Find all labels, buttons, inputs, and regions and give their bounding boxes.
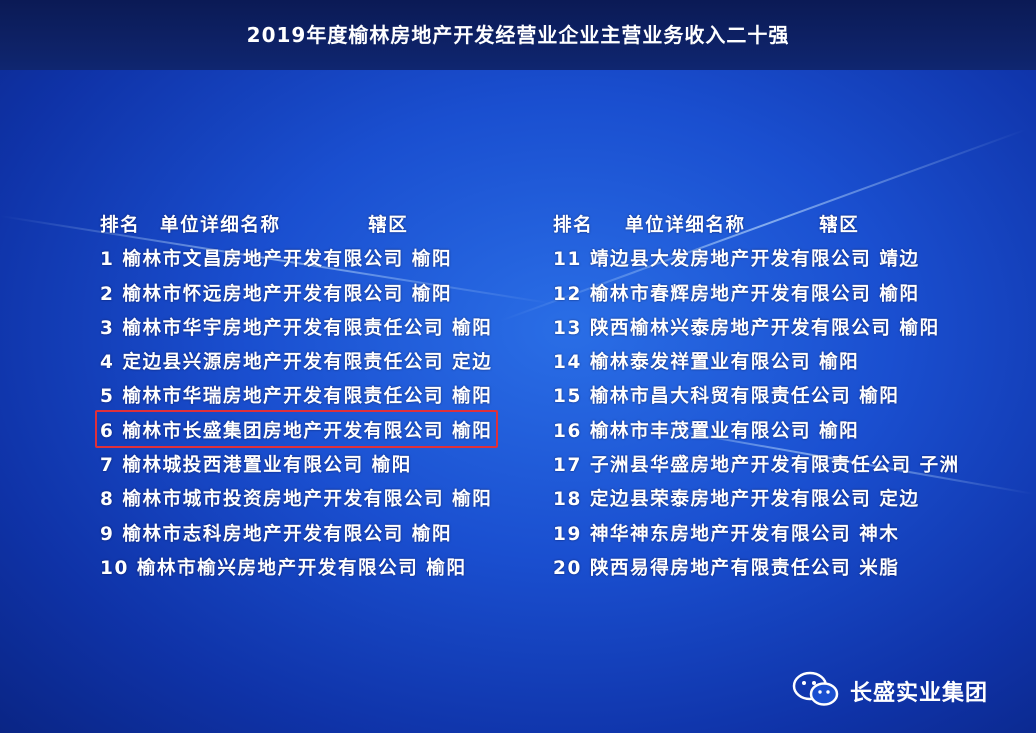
header-district: 辖区 [368, 215, 409, 236]
rank-number: 4 [100, 352, 115, 374]
district: 榆阳 [819, 352, 860, 374]
ranking-row: 18 定边县荣泰房地产开发有限公司 定边 [553, 486, 960, 520]
ranking-row: 13 陕西榆林兴泰房地产开发有限公司 榆阳 [553, 315, 960, 349]
company-name: 榆林市华宇房地产开发有限责任公司 [122, 317, 445, 339]
rank-number: 11 [553, 249, 582, 271]
company-name: 榆林市昌大科贸有限责任公司 [589, 386, 852, 408]
header-district: 辖区 [819, 215, 860, 236]
ranking-row: 5 榆林市华瑞房地产开发有限责任公司 榆阳 [100, 383, 492, 417]
rank-number: 2 [100, 283, 115, 305]
district: 定边 [879, 489, 920, 511]
rank-number: 1 [100, 249, 115, 271]
company-name: 陕西榆林兴泰房地产开发有限公司 [589, 317, 892, 339]
company-name: 榆林泰发祥置业有限公司 [589, 352, 812, 374]
company-name: 榆林市志科房地产开发有限公司 [122, 523, 404, 545]
rank-number: 9 [100, 523, 115, 545]
column-header: 排名 单位详细名称 辖区 [553, 212, 960, 246]
rank-number: 3 [100, 317, 115, 339]
ranking-column-left: 排名 单位详细名称 辖区 1 榆林市文昌房地产开发有限公司 榆阳 2 榆林市怀远房地产开… [100, 212, 492, 589]
company-name: 榆林市怀远房地产开发有限公司 [122, 283, 404, 305]
company-name: 榆林市长盛集团房地产开发有限公司 [122, 420, 445, 442]
company-name: 榆林市城市投资房地产开发有限公司 [122, 489, 445, 511]
company-name: 榆林市春辉房地产开发有限公司 [589, 283, 872, 305]
ranking-row: 17 子洲县华盛房地产开发有限责任公司 子洲 [553, 452, 960, 486]
rank-number: 7 [100, 455, 115, 477]
ranking-row: 9 榆林市志科房地产开发有限公司 榆阳 [100, 521, 492, 555]
rank-number: 15 [553, 386, 582, 408]
ranking-row: 10 榆林市榆兴房地产开发有限公司 榆阳 [100, 555, 492, 589]
district: 榆阳 [859, 386, 900, 408]
ranking-row: 12 榆林市春辉房地产开发有限公司 榆阳 [553, 281, 960, 315]
district: 榆阳 [411, 523, 453, 545]
ranking-row: 7 榆林城投西港置业有限公司 榆阳 [100, 452, 492, 486]
ranking-row: 3 榆林市华宇房地产开发有限责任公司 榆阳 [100, 315, 492, 349]
ranking-row: 19 神华神东房地产开发有限公司 神木 [553, 521, 960, 555]
company-name: 榆林市文昌房地产开发有限公司 [122, 249, 404, 271]
district: 子洲 [919, 455, 960, 477]
rank-number: 16 [553, 420, 582, 442]
ranking-row: 11 靖边县大发房地产开发有限公司 靖边 [553, 246, 960, 280]
district: 榆阳 [452, 420, 493, 442]
rank-number: 8 [100, 489, 115, 511]
rank-number: 5 [100, 386, 115, 408]
column-header: 排名 单位详细名称 辖区 [100, 212, 492, 246]
ranking-row: 8 榆林市城市投资房地产开发有限公司 榆阳 [100, 486, 492, 520]
company-name: 榆林市华瑞房地产开发有限责任公司 [122, 386, 445, 408]
rank-number: 14 [553, 352, 582, 374]
ranking-row: 15 榆林市昌大科贸有限责任公司 榆阳 [553, 383, 960, 417]
wechat-icon [792, 670, 840, 712]
district: 榆阳 [879, 283, 920, 305]
header-name: 单位详细名称 [625, 215, 746, 236]
rank-number: 10 [100, 557, 129, 579]
district: 榆阳 [899, 317, 940, 339]
district: 米脂 [859, 557, 900, 579]
header-name: 单位详细名称 [160, 215, 281, 236]
rank-number: 19 [553, 523, 582, 545]
district: 榆阳 [452, 489, 493, 511]
company-name: 陕西易得房地产有限责任公司 [589, 557, 852, 579]
ranking-row: 6 榆林市长盛集团房地产开发有限公司 榆阳 [100, 418, 492, 452]
highlight-box [95, 410, 498, 448]
district: 榆阳 [411, 249, 453, 271]
company-name: 榆林市榆兴房地产开发有限公司 [136, 557, 419, 579]
district: 定边 [452, 352, 493, 374]
company-name: 神华神东房地产开发有限公司 [589, 523, 852, 545]
header-rank: 排名 [100, 215, 141, 236]
watermark: 长盛实业集团 [792, 670, 988, 712]
company-name: 榆林城投西港置业有限公司 [122, 455, 364, 477]
district: 神木 [859, 523, 900, 545]
header-rank: 排名 [553, 215, 594, 236]
district: 榆阳 [426, 557, 467, 579]
rank-number: 12 [553, 283, 582, 305]
district: 靖边 [879, 249, 920, 271]
ranking-row: 16 榆林市丰茂置业有限公司 榆阳 [553, 418, 960, 452]
district: 榆阳 [452, 386, 493, 408]
company-name: 靖边县大发房地产开发有限公司 [589, 249, 872, 271]
company-name: 榆林市丰茂置业有限公司 [589, 420, 812, 442]
ranking-row: 14 榆林泰发祥置业有限公司 榆阳 [553, 349, 960, 383]
district: 榆阳 [819, 420, 860, 442]
watermark-text: 长盛实业集团 [850, 681, 989, 706]
rank-number: 18 [553, 489, 582, 511]
district: 榆阳 [452, 317, 493, 339]
page-title: 2019年度榆林房地产开发经营业企业主营业务收入二十强 [246, 23, 790, 47]
ranking-column-right: 排名 单位详细名称 辖区 11 靖边县大发房地产开发有限公司 靖边 12 榆林市春辉房地… [553, 212, 960, 589]
company-name: 定边县荣泰房地产开发有限公司 [589, 489, 872, 511]
company-name: 定边县兴源房地产开发有限责任公司 [122, 352, 445, 374]
district: 榆阳 [411, 283, 453, 305]
ranking-row: 1 榆林市文昌房地产开发有限公司 榆阳 [100, 246, 492, 280]
rank-number: 20 [553, 557, 582, 579]
district: 榆阳 [371, 455, 412, 477]
title-bar: 2019年度榆林房地产开发经营业企业主营业务收入二十强 [0, 0, 1036, 70]
ranking-row: 2 榆林市怀远房地产开发有限公司 榆阳 [100, 281, 492, 315]
ranking-row: 20 陕西易得房地产有限责任公司 米脂 [553, 555, 960, 589]
rank-number: 6 [100, 420, 115, 442]
company-name: 子洲县华盛房地产开发有限责任公司 [589, 455, 912, 477]
rank-number: 13 [553, 317, 582, 339]
ranking-row: 4 定边县兴源房地产开发有限责任公司 定边 [100, 349, 492, 383]
rank-number: 17 [553, 455, 582, 477]
